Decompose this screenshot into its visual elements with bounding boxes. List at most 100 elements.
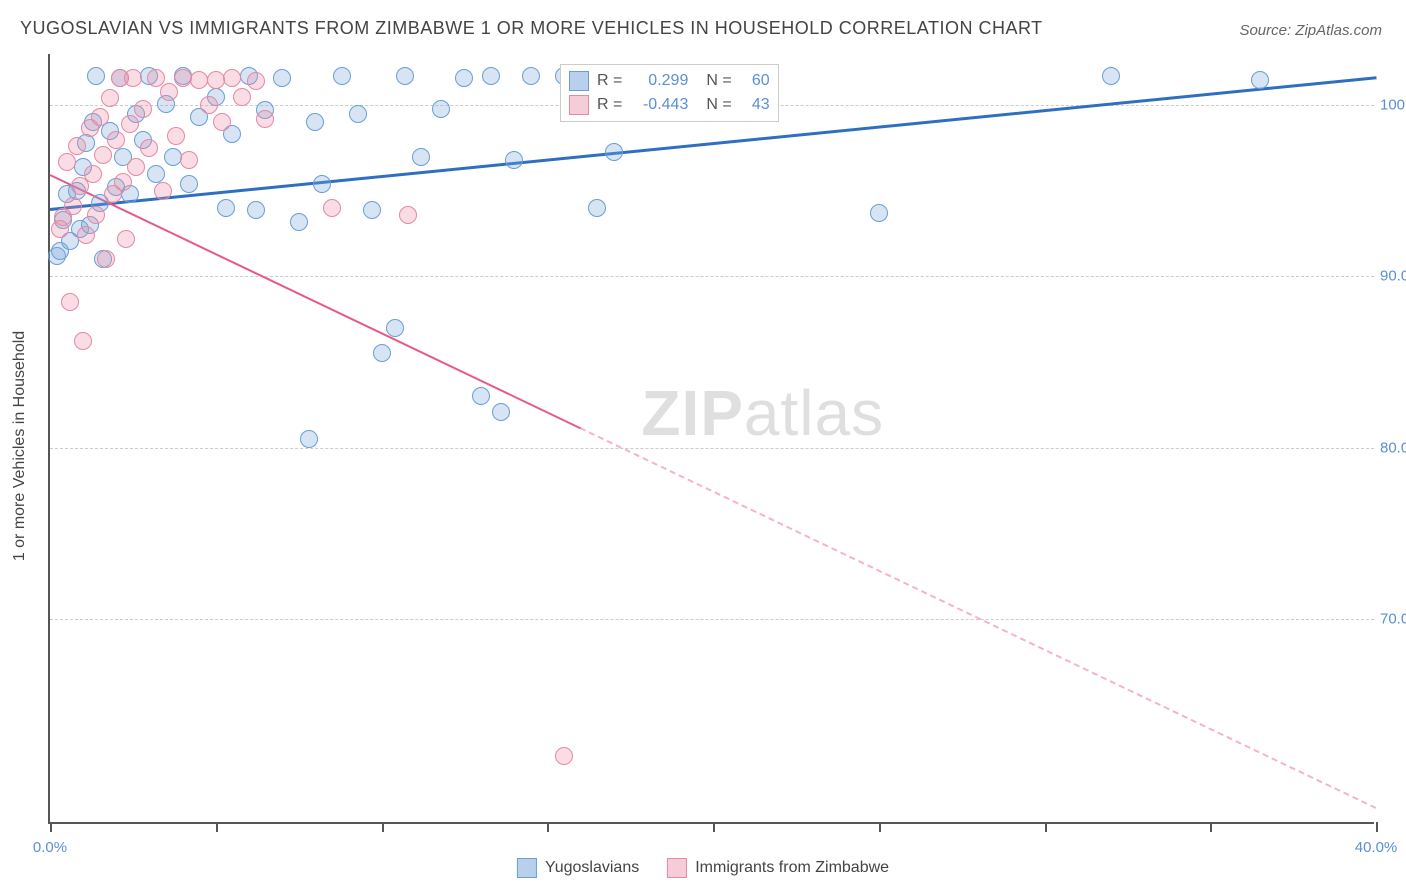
data-point (117, 230, 135, 248)
gridline-h (50, 276, 1374, 277)
chart-title: YUGOSLAVIAN VS IMMIGRANTS FROM ZIMBABWE … (20, 18, 1043, 39)
data-point (167, 127, 185, 145)
x-tick (1045, 822, 1047, 832)
data-point (217, 199, 235, 217)
data-point (200, 96, 218, 114)
swatch-icon (569, 71, 589, 91)
source-label: Source: ZipAtlas.com (1239, 22, 1382, 39)
data-point (124, 69, 142, 87)
data-point (84, 165, 102, 183)
data-point (349, 105, 367, 123)
data-point (396, 67, 414, 85)
chart-plot-area: 100.0%90.0%80.0%70.0%0.0%40.0%ZIPatlas (48, 54, 1374, 824)
data-point (522, 67, 540, 85)
data-point (605, 143, 623, 161)
data-point (300, 430, 318, 448)
x-tick (1376, 822, 1378, 832)
watermark: ZIPatlas (641, 376, 884, 450)
stat-n-label: N = (706, 96, 731, 114)
data-point (58, 153, 76, 171)
data-point (74, 332, 92, 350)
data-point (1102, 67, 1120, 85)
data-point (482, 67, 500, 85)
y-axis-label: 1 or more Vehicles in Household (11, 331, 29, 561)
data-point (68, 137, 86, 155)
data-point (213, 113, 231, 131)
gridline-h (50, 448, 1374, 449)
stats-row: R = -0.443 N = 43 (569, 93, 770, 117)
legend-label: Yugoslavians (545, 859, 639, 877)
data-point (256, 110, 274, 128)
data-point (107, 131, 125, 149)
data-point (386, 319, 404, 337)
data-point (174, 69, 192, 87)
data-point (154, 182, 172, 200)
data-point (306, 113, 324, 131)
stat-n-value: 60 (740, 72, 770, 90)
y-tick-label: 80.0% (1380, 439, 1406, 456)
stat-r-value: -0.443 (630, 96, 688, 114)
data-point (180, 175, 198, 193)
x-tick (50, 822, 52, 832)
data-point (134, 100, 152, 118)
stat-n-value: 43 (740, 96, 770, 114)
y-tick-label: 70.0% (1380, 610, 1406, 627)
data-point (373, 344, 391, 362)
data-point (87, 67, 105, 85)
data-point (399, 206, 417, 224)
data-point (140, 139, 158, 157)
stat-r-label: R = (597, 72, 622, 90)
data-point (180, 151, 198, 169)
stat-r-value: 0.299 (630, 72, 688, 90)
x-tick (713, 822, 715, 832)
data-point (190, 71, 208, 89)
x-tick (216, 822, 218, 832)
stats-legend: R = 0.299 N = 60 R = -0.443 N = 43 (560, 64, 779, 122)
data-point (870, 204, 888, 222)
data-point (160, 83, 178, 101)
data-point (147, 165, 165, 183)
x-tick-label: 40.0% (1355, 839, 1398, 856)
data-point (91, 108, 109, 126)
data-point (363, 201, 381, 219)
data-point (77, 226, 95, 244)
data-point (233, 88, 251, 106)
data-point (1251, 71, 1269, 89)
legend-item-yugoslavians: Yugoslavians (517, 858, 639, 878)
x-tick-label: 0.0% (33, 839, 67, 856)
x-tick (382, 822, 384, 832)
data-point (555, 747, 573, 765)
swatch-icon (517, 858, 537, 878)
y-tick-label: 90.0% (1380, 268, 1406, 285)
data-point (247, 72, 265, 90)
stats-row: R =0.299N =60 (569, 69, 770, 93)
x-tick (1210, 822, 1212, 832)
data-point (313, 175, 331, 193)
data-point (273, 69, 291, 87)
x-tick (879, 822, 881, 832)
data-point (247, 201, 265, 219)
stat-r-label: R = (597, 96, 622, 114)
swatch-icon (569, 95, 589, 115)
data-point (127, 158, 145, 176)
data-point (472, 387, 490, 405)
data-point (101, 89, 119, 107)
data-point (61, 293, 79, 311)
data-point (114, 173, 132, 191)
data-point (455, 69, 473, 87)
legend-label: Immigrants from Zimbabwe (695, 859, 889, 877)
data-point (505, 151, 523, 169)
data-point (164, 148, 182, 166)
data-point (333, 67, 351, 85)
data-point (492, 403, 510, 421)
data-point (64, 197, 82, 215)
data-point (121, 115, 139, 133)
regression-line (50, 174, 581, 429)
data-point (432, 100, 450, 118)
data-point (207, 71, 225, 89)
y-tick-label: 100.0% (1380, 97, 1406, 114)
data-point (87, 206, 105, 224)
gridline-h (50, 619, 1374, 620)
x-tick (547, 822, 549, 832)
data-point (588, 199, 606, 217)
